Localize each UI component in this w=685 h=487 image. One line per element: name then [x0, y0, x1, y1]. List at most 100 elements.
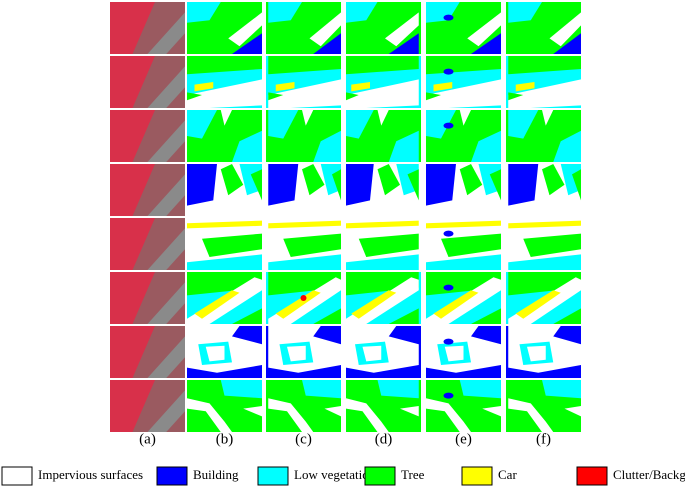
segment-region	[362, 345, 382, 362]
segment-region	[426, 220, 501, 229]
image-tile	[187, 56, 262, 108]
segment-region	[482, 406, 501, 417]
legend-swatch	[461, 466, 493, 486]
noise	[443, 122, 454, 129]
segment-region	[459, 110, 471, 126]
segment-region	[426, 254, 501, 270]
image-tile	[346, 218, 421, 270]
segment-region	[441, 233, 501, 257]
image-tile	[506, 218, 581, 270]
segment-region	[542, 164, 565, 196]
segment-region	[553, 130, 581, 162]
segment-region	[400, 406, 419, 417]
segment-region	[232, 130, 262, 162]
image-tile	[110, 326, 185, 378]
segment-region	[346, 56, 419, 75]
clutter	[300, 295, 307, 301]
segment-region	[508, 164, 539, 206]
legend-swatch	[576, 466, 608, 486]
segment-region	[205, 345, 225, 362]
image-tile	[187, 380, 262, 432]
segment-region	[553, 33, 581, 54]
segment-region	[433, 290, 479, 319]
image-tile	[426, 272, 501, 324]
segment-region	[508, 79, 581, 108]
photo-region	[110, 272, 155, 324]
segment-region	[313, 308, 341, 324]
legend-swatch	[364, 466, 396, 486]
segment-region	[243, 406, 262, 417]
image-tile	[110, 56, 185, 108]
segment-region	[572, 169, 581, 201]
segment-region	[268, 164, 299, 206]
segment-region	[377, 164, 400, 196]
segment-region	[346, 92, 359, 101]
image-tile	[426, 56, 501, 108]
image-tile	[110, 2, 185, 54]
segment-region	[358, 233, 419, 257]
segment-region	[351, 290, 397, 319]
segment-region	[426, 110, 456, 139]
noise	[443, 284, 454, 291]
noise	[443, 14, 454, 21]
column-label: (a)	[139, 431, 156, 447]
segment-region	[523, 233, 581, 257]
legend-label: Tree	[401, 467, 425, 482]
photo-region	[110, 56, 155, 108]
image-tile	[266, 218, 341, 270]
noise	[443, 338, 454, 345]
legend-swatch	[156, 466, 188, 486]
segment-region	[194, 290, 240, 319]
segment-region	[268, 56, 341, 75]
image-tile	[346, 326, 421, 378]
image-tile	[346, 110, 421, 162]
image-tile	[266, 380, 341, 432]
segment-region	[187, 164, 217, 206]
segment-region	[320, 164, 341, 196]
image-tile	[346, 56, 421, 108]
segment-region	[471, 130, 501, 162]
segment-region	[187, 220, 262, 229]
segment-region	[268, 254, 341, 270]
image-tile	[506, 164, 581, 216]
segment-region	[187, 254, 262, 270]
image-tile	[346, 380, 421, 432]
segment-region	[426, 2, 460, 23]
segment-region	[228, 12, 262, 47]
segment-region	[202, 233, 262, 257]
segment-region	[268, 220, 341, 229]
image-tile	[426, 110, 501, 162]
segment-region	[232, 308, 262, 324]
column-label: (e)	[455, 431, 472, 447]
segment-region	[508, 2, 542, 23]
column-label: (d)	[375, 431, 393, 447]
segment-region	[346, 2, 378, 23]
segment-region	[346, 110, 374, 139]
segment-region	[187, 56, 262, 75]
segment-region	[346, 254, 419, 270]
legend-swatch	[257, 466, 289, 486]
image-tile	[346, 272, 421, 324]
segment-region	[444, 345, 464, 362]
image-tile	[187, 164, 262, 216]
segment-region	[388, 130, 419, 162]
image-tile	[266, 164, 341, 216]
segment-region	[302, 110, 314, 126]
segment-region	[377, 110, 389, 126]
segment-region	[187, 110, 217, 139]
segment-region	[471, 33, 501, 54]
image-tile	[266, 2, 341, 54]
segment-region	[515, 290, 561, 319]
segment-region	[346, 398, 389, 432]
image-tile	[346, 164, 421, 216]
segment-region	[508, 254, 581, 270]
image-tile	[187, 326, 262, 378]
image-tile	[110, 110, 185, 162]
segment-region	[527, 345, 546, 362]
segment-region	[459, 380, 501, 399]
photo-region	[110, 110, 155, 162]
column-label: (f)	[536, 431, 551, 447]
segment-region	[388, 308, 419, 324]
segment-region	[508, 92, 524, 101]
